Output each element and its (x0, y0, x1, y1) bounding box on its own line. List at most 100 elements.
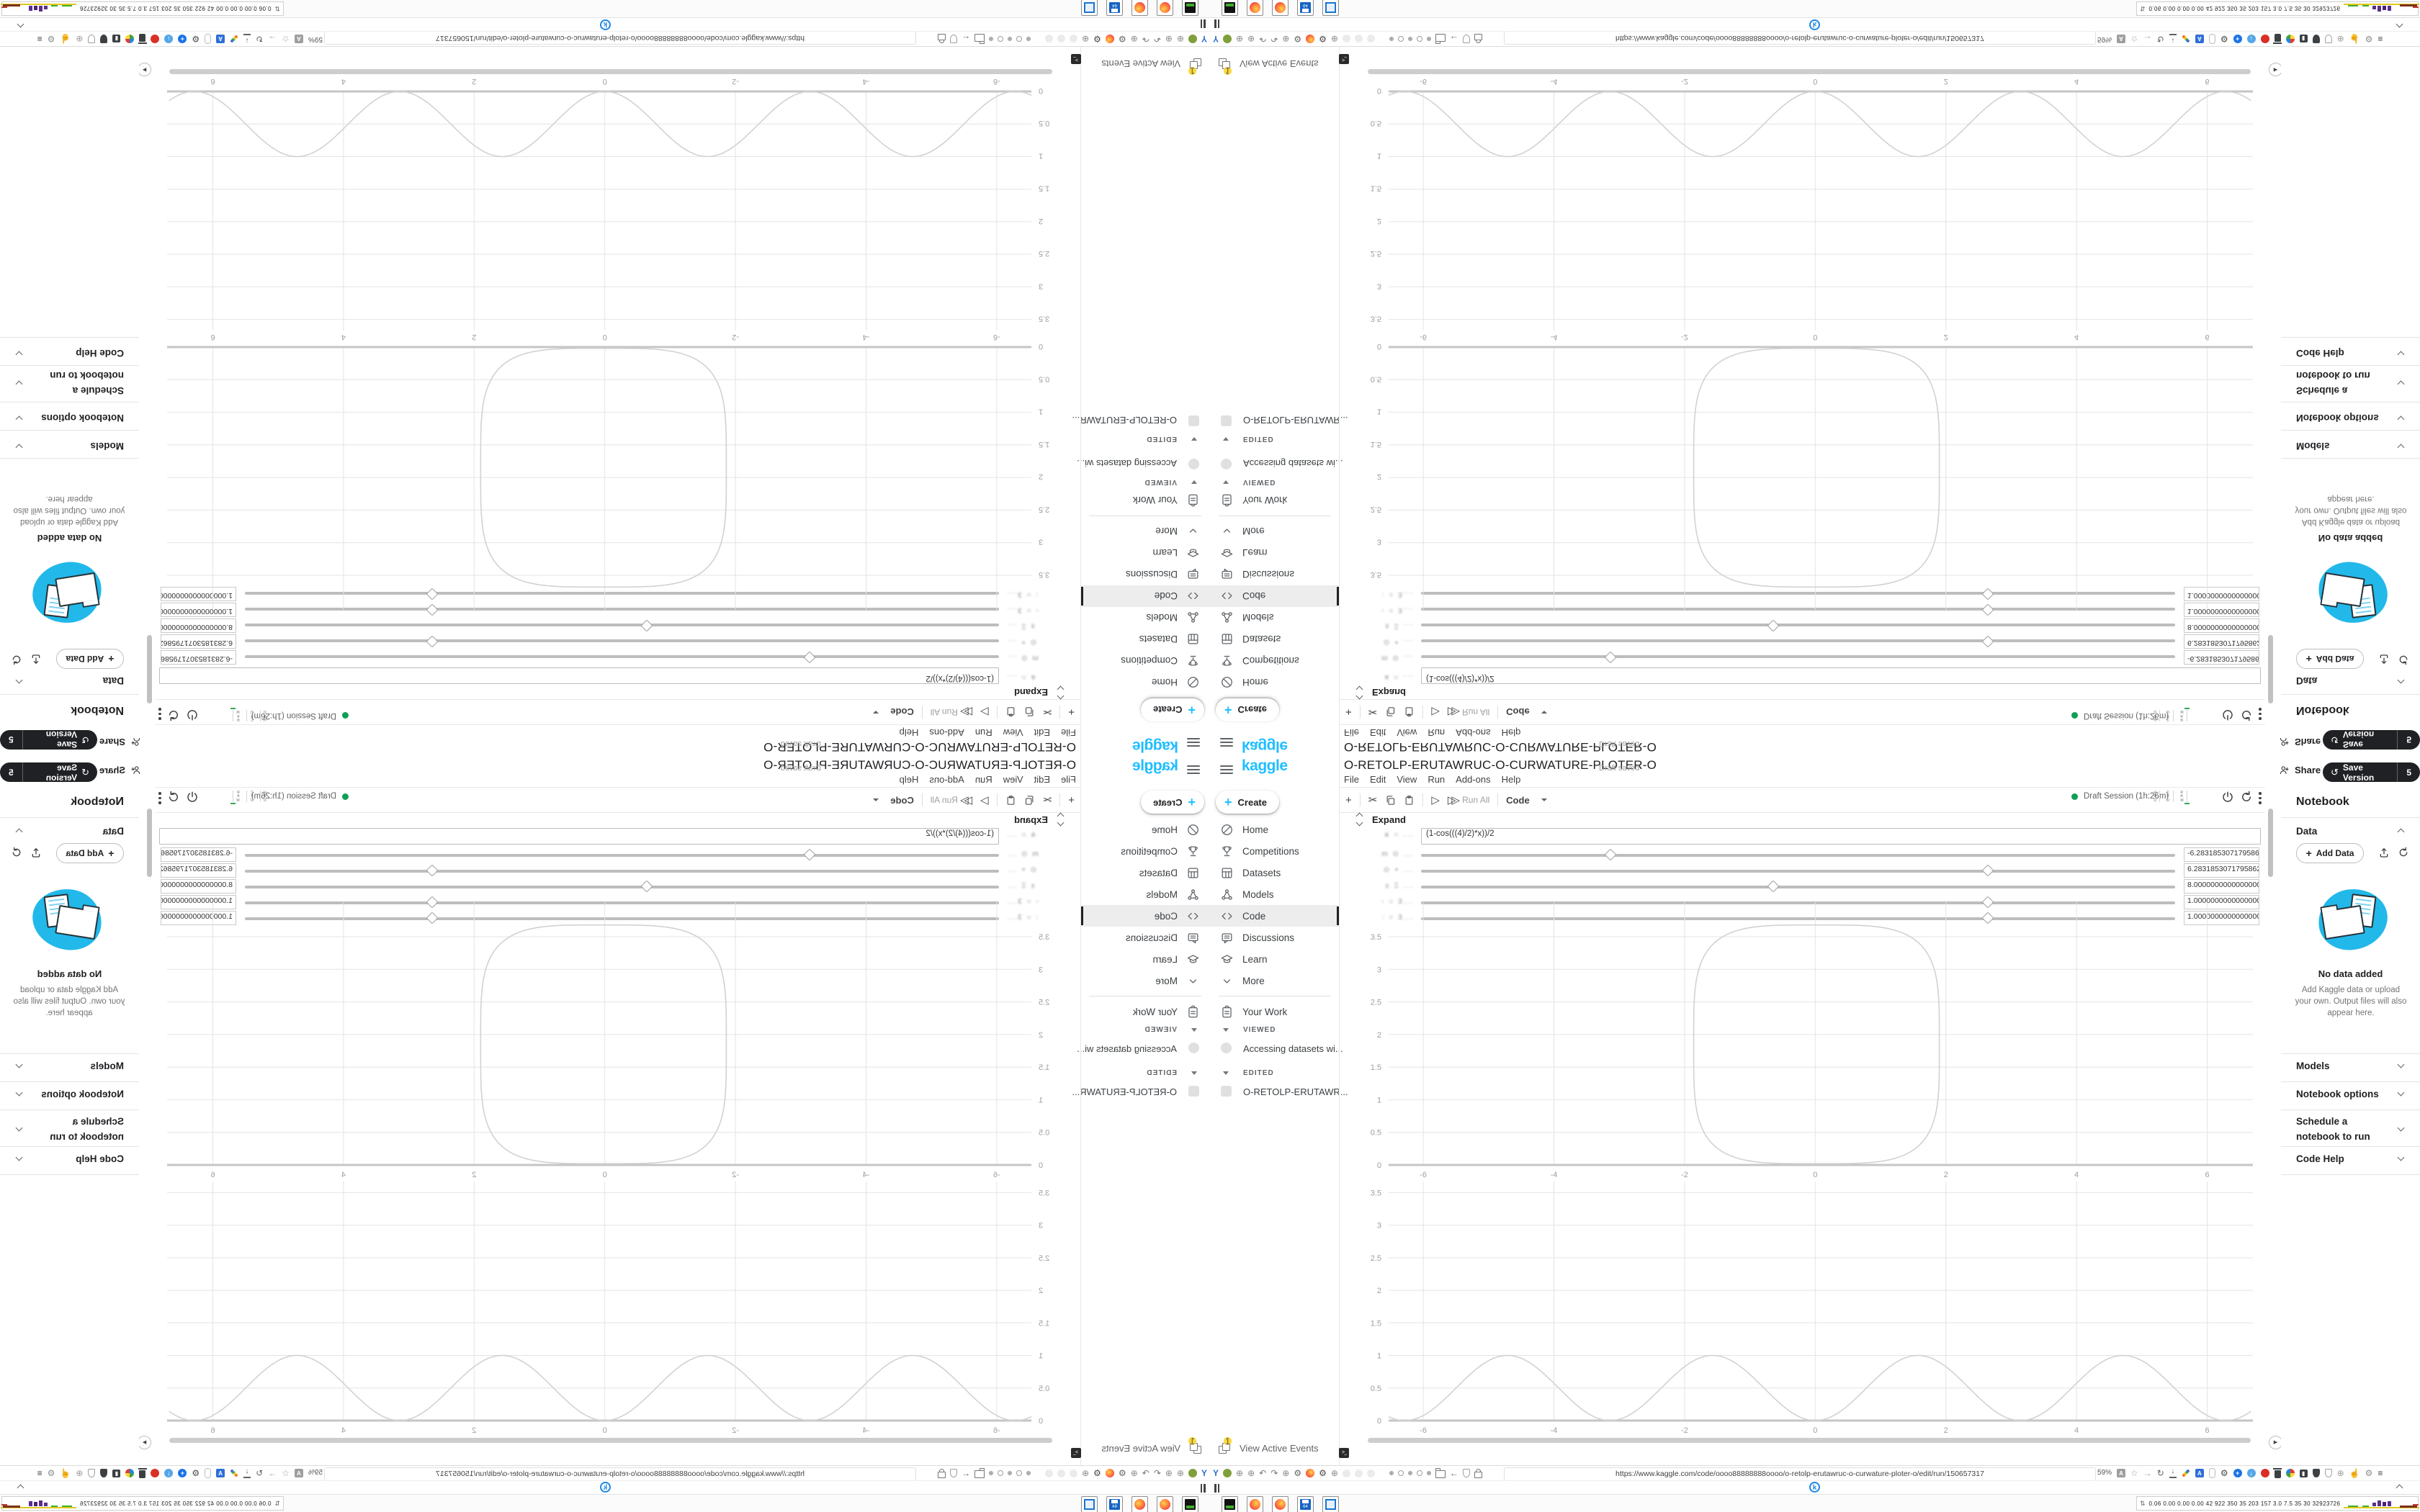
shield-gray-icon[interactable] (2324, 35, 2332, 43)
slider-track[interactable] (245, 624, 999, 626)
data-section-header[interactable]: Data (102, 826, 124, 837)
recent-item-viewed[interactable]: Accessing datasets wi... (1077, 458, 1177, 469)
chevron-down-icon[interactable] (2397, 444, 2405, 451)
sidebar-item-learn[interactable]: Learn (1080, 542, 1210, 564)
translate-icon[interactable]: A (216, 1469, 225, 1477)
clipboard-dark-icon[interactable]: ▮ (2299, 1469, 2308, 1477)
sidebar-item-models[interactable]: Models (1210, 883, 1340, 905)
firefox-app-icon[interactable] (1131, 0, 1148, 16)
radio-icon[interactable] (1416, 1470, 1422, 1476)
firefox-icon[interactable] (1105, 1469, 1114, 1477)
reader-mode-icon[interactable]: A (294, 1469, 303, 1477)
sidebar-item-discussions[interactable]: Discussions (1080, 927, 1210, 948)
shield-gray-icon[interactable] (88, 1469, 96, 1477)
slider-track[interactable] (245, 639, 999, 642)
add-circle-icon[interactable]: + (2233, 1469, 2242, 1477)
restart-icon[interactable] (167, 791, 180, 804)
globe-icon[interactable]: ⊕ (1330, 34, 1338, 44)
sidebar-item-home[interactable]: Home (1080, 819, 1210, 840)
horizontal-scrollbar[interactable] (1368, 69, 2251, 74)
radio-dot-icon[interactable] (1008, 37, 1013, 41)
disabled-extension-icon[interactable] (1354, 1469, 1363, 1477)
screenshot-app-icon[interactable] (1322, 1496, 1339, 1512)
sidebar-item-more[interactable]: More (1210, 970, 1340, 991)
sidebar-item-your-work[interactable]: Your Work (1210, 490, 1340, 511)
chevron-down-icon[interactable] (15, 1124, 23, 1132)
slider-value-input[interactable]: 6.283185307179586232 (161, 863, 236, 878)
menu-file[interactable]: File (1344, 727, 1359, 738)
menu-view[interactable]: View (1397, 774, 1417, 785)
url-bar[interactable]: https://www.kaggle.com/code/oooo88888888… (1504, 1467, 2096, 1481)
paste-cell-button[interactable] (1005, 707, 1016, 718)
chevron-down-icon[interactable] (15, 380, 23, 388)
create-button[interactable]: + Create (1216, 791, 1279, 814)
gear-outline-icon[interactable]: ⚙ (47, 34, 55, 44)
radio-dot-icon[interactable] (989, 1471, 994, 1475)
sidebar-item-code[interactable]: Code (1210, 585, 1340, 607)
firefox-app-icon[interactable] (1131, 1496, 1148, 1512)
restart-icon[interactable] (167, 708, 180, 721)
save-app-icon[interactable]: 64 (1297, 0, 1314, 16)
terminal-app-icon[interactable] (1222, 0, 1238, 16)
kaggle-tab-favicon[interactable]: k (1809, 19, 1820, 30)
formula-input[interactable]: (1-cos(((4)/2)*x))/2 (159, 667, 999, 684)
radio-icon[interactable] (1416, 36, 1422, 42)
slider-value-input[interactable]: 8.000000000000000000 (2184, 618, 2259, 633)
sidebar-item-learn[interactable]: Learn (1210, 948, 1340, 970)
wrench-icon[interactable]: ⚙ (1118, 34, 1126, 44)
gear-outline-icon[interactable]: ⚙ (47, 1468, 55, 1478)
notebook-options-section[interactable]: Notebook options (41, 413, 124, 423)
globe-icon[interactable]: ⊕ (76, 1468, 84, 1478)
slider-value-input[interactable]: 6.283185307179586232 (2184, 634, 2259, 649)
code-help-section[interactable]: Code Help (2296, 348, 2344, 359)
undo-icon[interactable]: ↶ (1153, 34, 1161, 44)
redo-icon[interactable]: ↷ (1142, 1468, 1150, 1478)
sidebar-item-your-work[interactable]: Your Work (1080, 1001, 1210, 1022)
shield-gray-icon[interactable] (2324, 1469, 2332, 1477)
view-active-events-button[interactable]: 1 View Active Events (1101, 58, 1201, 76)
console-icon[interactable]: >_ (1071, 1448, 1081, 1458)
globe-icon[interactable]: ⊕ (1236, 34, 1244, 44)
kaggle-tab-favicon[interactable]: k (600, 1482, 611, 1493)
slider-track[interactable] (1421, 917, 2175, 920)
disabled-extension-icon[interactable] (1070, 1469, 1078, 1477)
vertical-scrollbar[interactable] (2268, 809, 2273, 877)
power-icon[interactable] (186, 791, 199, 804)
record-circle-icon[interactable] (151, 35, 160, 43)
restart-icon[interactable] (2240, 791, 2253, 804)
view-active-events-button[interactable]: 1 View Active Events (1219, 1436, 1319, 1454)
green-extension-icon[interactable] (1188, 1469, 1197, 1477)
folder-icon[interactable] (1435, 34, 1446, 42)
terminal-app-icon[interactable] (1182, 0, 1198, 16)
vertical-scrollbar[interactable] (147, 809, 152, 877)
globe-icon[interactable]: ⊕ (1082, 34, 1090, 44)
cell-type-select[interactable]: Code (1506, 706, 1530, 718)
data-section-header[interactable]: Data (2296, 675, 2318, 686)
sidebar-item-code[interactable]: Code (1210, 905, 1340, 927)
download-icon[interactable]: ↓ (2169, 34, 2177, 45)
pause-icon[interactable] (1214, 19, 1222, 29)
section-caret-icon[interactable] (1223, 480, 1229, 484)
download-circle-icon[interactable]: ↓ (2246, 1469, 2256, 1477)
sidebar-item-competitions[interactable]: Competitions (1210, 840, 1340, 862)
green-extension-icon[interactable] (1188, 35, 1197, 43)
chevron-down-icon[interactable] (2397, 1061, 2405, 1068)
formula-input[interactable]: (1-cos(((4)/2)*x))/2 (159, 828, 999, 845)
menu-run[interactable]: Run (1428, 774, 1446, 785)
lock-icon[interactable] (938, 34, 946, 40)
dark-gear-icon[interactable]: ⚙ (2220, 1468, 2228, 1478)
globe-icon[interactable]: ⊕ (1236, 1468, 1244, 1478)
section-caret-icon[interactable] (1191, 1071, 1197, 1075)
menu-addons[interactable]: Add-ons (1456, 774, 1491, 785)
formula-input[interactable]: (1-cos(((4)/2)*x))/2 (1421, 667, 2261, 684)
capsule-icon[interactable] (205, 34, 212, 44)
forward-icon[interactable]: → (268, 34, 277, 44)
kaggle-logo[interactable]: kaggle (1132, 757, 1178, 774)
section-caret-icon[interactable] (1223, 1071, 1229, 1075)
shield-dark-icon[interactable] (2312, 1469, 2320, 1477)
radio-icon[interactable] (998, 36, 1004, 42)
pinwheel-globe-icon[interactable] (125, 35, 135, 43)
chevron-up-icon[interactable] (2397, 676, 2405, 684)
slider-value-input[interactable]: -6.283185307179586232 (2184, 847, 2259, 862)
menu-icon[interactable]: ≡ (37, 1468, 42, 1478)
